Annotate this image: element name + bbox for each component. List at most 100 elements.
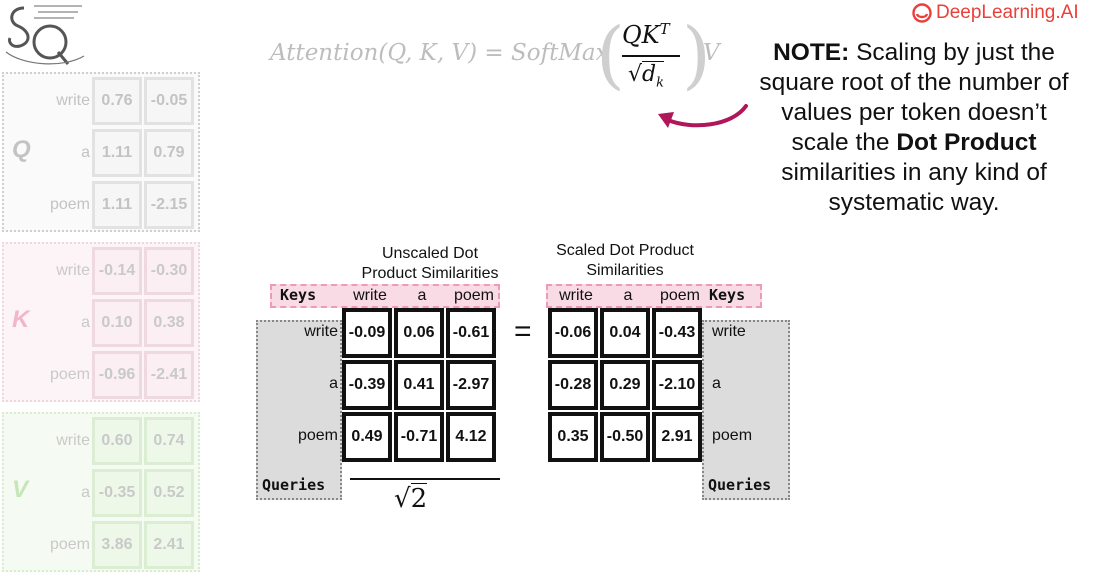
side-matrix-cell: 0.76	[92, 77, 142, 125]
side-matrix-row: poem 1.11 -2.15	[4, 180, 200, 232]
side-matrix-row: write -0.14 -0.30	[4, 246, 200, 298]
side-row-label: a	[81, 144, 90, 161]
brand-logo: DeepLearning.AI	[912, 2, 1079, 24]
scaled-matrix-cell: -0.43	[652, 308, 702, 358]
side-matrix-cell: 1.11	[92, 181, 142, 229]
side-matrix-cell: 2.41	[144, 521, 194, 569]
unscaled-matrix-cell: 4.12	[446, 412, 496, 462]
unscaled-column-header: write	[353, 287, 387, 304]
side-row-label: write	[56, 262, 90, 279]
side-matrix-row: a 0.10 0.38	[4, 298, 200, 350]
scaled-matrix-cell: -0.06	[548, 308, 598, 358]
side-row-label: poem	[49, 536, 90, 553]
left-paren: (	[596, 12, 625, 98]
scaled-matrix-cell: 0.35	[548, 412, 598, 462]
unscaled-queries-panel	[256, 320, 342, 500]
matrix-letter-v: V	[12, 476, 29, 503]
scaled-keys-label: Keys	[709, 286, 746, 304]
side-matrix-cell: -0.30	[144, 247, 194, 295]
unscaled-matrix-cell: -0.61	[446, 308, 496, 358]
side-matrix-row: a 1.11 0.79	[4, 128, 200, 180]
side-matrix-cell: -0.14	[92, 247, 142, 295]
brand-icon	[912, 3, 932, 23]
unscaled-row-label: a	[329, 375, 338, 392]
side-matrix-cell: -2.15	[144, 181, 194, 229]
unscaled-matrix-cell: -2.97	[446, 360, 496, 410]
side-matrix-row: a -0.35 0.52	[4, 468, 200, 520]
formula-denominator: √dk	[628, 61, 665, 91]
side-row-label: poem	[49, 366, 90, 383]
scaled-keys-band	[546, 284, 762, 308]
scaled-row-label: poem	[712, 427, 753, 444]
unscaled-column-header: poem	[453, 287, 495, 304]
scaled-matrix-cell: -2.10	[652, 360, 702, 410]
side-matrix-cell: 0.10	[92, 299, 142, 347]
scaled-column-header: a	[623, 287, 633, 304]
side-matrix-row: write 0.76 -0.05	[4, 76, 200, 128]
scaled-queries-label: Queries	[708, 476, 772, 494]
unscaled-matrix-cell: 0.49	[342, 412, 392, 462]
unscaled-matrix: -0.09 0.06 -0.61 -0.39 0.41 -2.97 0.49 -0.71 4.1…	[342, 308, 498, 468]
equals-sign: =	[514, 315, 532, 348]
scaled-matrix: -0.06 0.04 -0.43 -0.28 0.29 -2.10 0.35 -0.50 2.9…	[548, 308, 704, 468]
unscaled-row-label: poem	[297, 427, 338, 444]
curved-arrow-icon	[658, 104, 748, 128]
side-matrix-cell: 0.60	[92, 417, 142, 465]
unscaled-keys-band	[270, 284, 500, 308]
scaled-matrix-cell: 0.29	[600, 360, 650, 410]
scaled-row-label: a	[712, 375, 721, 392]
side-matrix-cell: -0.35	[92, 469, 142, 517]
divisor-sqrt: √2	[394, 483, 428, 514]
attention-formula-prefix: Attention(Q, K, V) = SoftMax	[270, 40, 609, 66]
side-matrix-cell: -2.41	[144, 351, 194, 399]
side-matrix-cell: 0.38	[144, 299, 194, 347]
side-matrix-cell: 0.52	[144, 469, 194, 517]
unscaled-row-label: write	[304, 323, 338, 340]
fraction-bar	[622, 55, 680, 57]
side-matrix-cell: 0.74	[144, 417, 194, 465]
matrix-letter-k: K	[12, 306, 30, 333]
right-paren: )	[682, 12, 711, 98]
divisor-bar	[350, 478, 500, 480]
scaled-column-header: poem	[659, 287, 701, 304]
matrix-letter-q: Q	[12, 136, 31, 163]
scaled-row-label: write	[712, 323, 746, 340]
sq-logo-icon	[5, 5, 85, 65]
side-matrix-cell: -0.96	[92, 351, 142, 399]
unscaled-matrix-cell: 0.06	[394, 308, 444, 358]
scaled-matrix-cell: -0.28	[548, 360, 598, 410]
unscaled-title: Unscaled Dot Product Similarities	[361, 245, 499, 282]
unscaled-keys-label: Keys	[280, 286, 317, 304]
side-row-label: write	[56, 432, 90, 449]
scaled-matrix-cell: 0.04	[600, 308, 650, 358]
scaled-queries-panel	[702, 320, 790, 500]
side-matrix-cell: -0.05	[144, 77, 194, 125]
unscaled-column-header: a	[417, 287, 427, 304]
side-matrix-cell: 3.86	[92, 521, 142, 569]
scaled-matrix-cell: 2.91	[652, 412, 702, 462]
side-matrix-cell: 1.11	[92, 129, 142, 177]
scaled-title: Scaled Dot Product Similarities	[556, 242, 694, 279]
unscaled-matrix-cell: -0.71	[394, 412, 444, 462]
unscaled-matrix-cell: -0.39	[342, 360, 392, 410]
unscaled-matrix-cell: -0.09	[342, 308, 392, 358]
side-matrix-cell: 0.79	[144, 129, 194, 177]
side-matrix-row: poem -0.96 -2.41	[4, 350, 200, 402]
scaled-matrix-cell: -0.50	[600, 412, 650, 462]
formula-suffix: V	[703, 40, 720, 66]
side-matrix-row: write 0.60 0.74	[4, 416, 200, 468]
note-text: NOTE: Scaling by just the square root of…	[759, 39, 1069, 216]
side-row-label: poem	[49, 196, 90, 213]
unscaled-queries-label: Queries	[262, 476, 326, 494]
side-matrix-row: poem 3.86 2.41	[4, 520, 200, 572]
scaled-column-header: write	[559, 287, 593, 304]
brand-name: DeepLearning.AI	[936, 2, 1079, 23]
side-row-label: a	[81, 314, 90, 331]
side-row-label: a	[81, 484, 90, 501]
unscaled-matrix-cell: 0.41	[394, 360, 444, 410]
formula-numerator: QKT	[622, 20, 670, 49]
side-row-label: write	[56, 92, 90, 109]
